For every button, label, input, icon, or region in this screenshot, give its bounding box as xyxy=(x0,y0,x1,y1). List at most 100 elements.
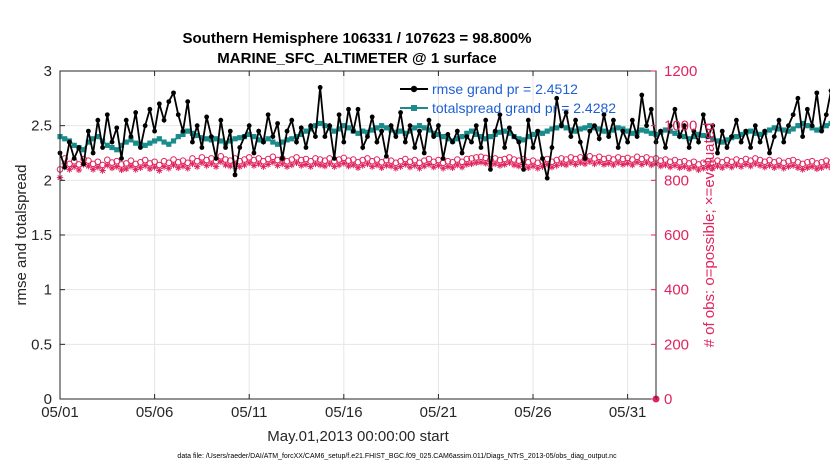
rmse-point xyxy=(208,134,214,140)
totalspread-point xyxy=(194,132,200,139)
totalspread-point xyxy=(473,131,479,138)
totalspread-point xyxy=(218,138,224,144)
obs-evaluated-point xyxy=(756,162,764,169)
obs-evaluated-point xyxy=(619,161,627,168)
obs-evaluated-point xyxy=(648,161,655,169)
rmse-point xyxy=(606,134,612,140)
totalspread-point xyxy=(175,134,181,140)
rmse-point xyxy=(800,134,806,140)
totalspread-point xyxy=(99,138,106,144)
obs-evaluated-point xyxy=(326,160,333,168)
obs-evaluated-point xyxy=(302,161,310,168)
totalspread-point xyxy=(123,139,129,145)
totalspread-point xyxy=(695,131,702,138)
obs-evaluated-point xyxy=(293,159,300,167)
obs-evaluated-point xyxy=(123,165,130,173)
rmse-point xyxy=(700,112,706,118)
totalspread-point xyxy=(435,131,442,138)
totalspread-point xyxy=(104,142,110,148)
obs-evaluated-point xyxy=(160,163,168,170)
rmse-point xyxy=(171,90,176,96)
obs-evaluated-point xyxy=(529,162,537,170)
obs-evaluated-point xyxy=(477,159,485,166)
rmse-point xyxy=(620,128,626,134)
totalspread-point xyxy=(691,134,697,140)
obs-evaluated-point xyxy=(146,165,154,173)
rmse-point xyxy=(369,114,375,120)
obs-evaluated-point xyxy=(515,162,523,170)
rmse-point xyxy=(506,125,512,131)
rmse-point xyxy=(729,134,735,140)
rmse-point xyxy=(658,128,664,134)
obs-evaluated-point xyxy=(354,164,362,171)
obs-evaluated-point xyxy=(496,162,504,169)
totalspread-point xyxy=(81,147,87,153)
obs-evaluated-point xyxy=(179,162,187,170)
totalspread-point xyxy=(213,136,219,142)
obs-evaluated-point xyxy=(397,163,404,170)
obs-evaluated-point xyxy=(156,167,163,174)
totalspread-point xyxy=(752,130,758,136)
rmse-point xyxy=(388,123,394,129)
obs-evaluated-point xyxy=(804,164,811,171)
totalspread-point xyxy=(804,123,810,129)
rmse-point xyxy=(322,134,328,140)
obs-evaluated-point xyxy=(596,159,603,166)
obs-evaluated-point xyxy=(141,162,149,169)
rmse-point xyxy=(398,110,403,115)
totalspread-point xyxy=(520,137,527,143)
obs-evaluated-point xyxy=(264,161,272,168)
obs-evaluated-point xyxy=(85,162,92,170)
obs-evaluated-point xyxy=(435,162,442,169)
rmse-point xyxy=(521,167,526,172)
obs-evaluated-point xyxy=(316,161,324,169)
rmse-point xyxy=(279,156,285,161)
rmse-point xyxy=(232,172,238,178)
rmse-point xyxy=(554,95,560,101)
rmse-point xyxy=(426,117,432,123)
y-left-tick-label: 0 xyxy=(44,391,52,408)
rmse-point xyxy=(530,145,536,150)
x-tick-label: 05/06 xyxy=(136,404,174,421)
obs-evaluated-point xyxy=(75,166,83,174)
rmse-point xyxy=(705,134,711,140)
totalspread-point xyxy=(298,131,304,138)
totalspread-point xyxy=(109,144,115,151)
totalspread-point xyxy=(572,128,579,134)
rmse-point xyxy=(204,114,210,120)
legend-spread-label: totalspread grand pr = 2.4282 xyxy=(432,100,616,116)
obs-evaluated-point xyxy=(482,160,489,167)
rmse-point xyxy=(767,150,772,156)
totalspread-point xyxy=(629,130,635,136)
obs-evaluated-point xyxy=(99,167,106,174)
obs-evaluated-point xyxy=(572,161,579,168)
obs-evaluated-point xyxy=(425,161,433,168)
rmse-point xyxy=(440,156,446,161)
totalspread-point xyxy=(757,131,763,138)
obs-evaluated-point xyxy=(633,159,641,166)
rmse-point xyxy=(478,145,484,150)
rmse-point xyxy=(81,161,87,167)
rmse-point xyxy=(738,139,744,145)
rmse-point xyxy=(577,139,583,145)
rmse-point xyxy=(795,95,801,101)
obs-evaluated-point xyxy=(733,161,740,169)
rmse-point xyxy=(492,128,498,134)
rmse-point xyxy=(294,139,299,145)
obs-evaluated-point xyxy=(473,159,480,167)
rmse-point xyxy=(663,145,668,150)
totalspread-point xyxy=(426,127,432,133)
totalspread-point xyxy=(85,139,91,145)
obs-evaluated-point xyxy=(260,163,267,170)
rmse-point xyxy=(431,134,437,140)
x-tick-label: 05/11 xyxy=(231,404,267,421)
totalspread-point xyxy=(686,136,692,142)
chart-title-line-2: MARINE_SFC_ALTIMETER @ 1 surface xyxy=(217,50,496,67)
totalspread-point xyxy=(710,136,716,142)
obs-evaluated-point xyxy=(137,164,144,171)
obs-evaluated-point xyxy=(676,164,683,171)
totalspread-point xyxy=(795,123,801,129)
rmse-point xyxy=(298,125,304,131)
obs-evaluated-point xyxy=(586,158,593,165)
